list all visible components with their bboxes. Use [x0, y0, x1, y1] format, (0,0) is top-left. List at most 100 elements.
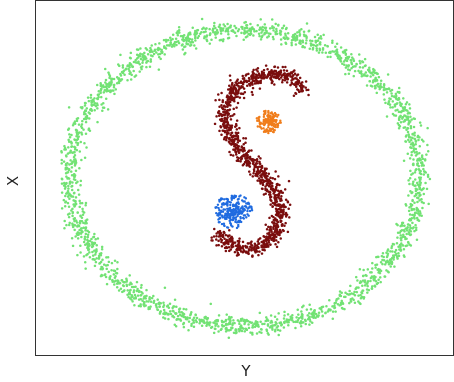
data-point-ring: [157, 68, 161, 71]
data-point-ring: [253, 325, 257, 329]
data-point-ring: [276, 24, 280, 27]
data-point-ring: [297, 317, 301, 320]
data-point-ring: [358, 71, 362, 74]
data-point-ring: [137, 54, 141, 57]
data-point-ring: [184, 317, 188, 321]
data-point-ring: [319, 35, 322, 38]
data-point-ring: [149, 58, 153, 61]
data-point-ring: [184, 51, 187, 55]
data-point-ring: [182, 307, 185, 311]
data-point-ring: [163, 53, 166, 56]
data-point-ring: [395, 102, 398, 106]
data-point-ring: [60, 207, 64, 210]
data-point-ring: [157, 55, 161, 59]
data-point-s-curve: [237, 248, 241, 251]
data-point-ring: [411, 213, 414, 217]
data-point-ring: [284, 32, 287, 35]
data-point-ring: [407, 231, 411, 234]
data-point-ring: [375, 79, 379, 82]
data-point-ring: [249, 331, 252, 334]
data-point-ring: [187, 32, 191, 35]
data-point-ring: [84, 267, 87, 270]
data-point-ring: [72, 217, 76, 221]
data-point-ring: [342, 51, 345, 54]
data-point-ring: [422, 192, 426, 196]
data-point-s-curve: [256, 240, 260, 243]
data-point-ring: [92, 235, 96, 239]
data-point-ring: [129, 297, 132, 300]
data-point-ring: [139, 304, 142, 308]
data-point-ring: [423, 170, 427, 174]
data-point-ring: [143, 51, 146, 55]
data-point-ring: [67, 215, 71, 219]
data-point-s-curve: [222, 122, 226, 125]
data-point-ring: [73, 228, 76, 232]
data-point-ring: [298, 30, 301, 34]
data-point-ring: [309, 42, 313, 45]
data-point-ring: [243, 330, 247, 333]
data-point-ring: [104, 85, 108, 89]
data-point-s-curve: [252, 72, 256, 75]
data-point-ring: [70, 162, 74, 165]
data-point-ring: [83, 104, 87, 107]
data-point-ring: [167, 44, 170, 47]
data-point-ring: [160, 48, 163, 52]
data-point-ring: [140, 67, 143, 71]
data-point-ring: [352, 57, 355, 61]
data-point-ring: [294, 326, 297, 330]
data-point-ring: [212, 24, 216, 28]
data-point-s-curve: [225, 117, 228, 120]
data-point-ring: [67, 223, 71, 227]
data-point-s-curve: [235, 79, 239, 83]
data-point-ring: [331, 317, 335, 320]
data-point-ring: [130, 285, 134, 289]
data-point-s-curve: [241, 246, 245, 250]
data-point-ring: [149, 305, 152, 308]
data-point-s-curve: [283, 224, 286, 228]
data-point-star: [217, 206, 220, 210]
data-point-ring: [233, 24, 236, 28]
data-point-ring: [184, 308, 188, 311]
data-point-ring: [182, 325, 186, 329]
data-point-ring: [394, 109, 397, 112]
data-point-ring: [183, 45, 186, 49]
data-point-ring: [427, 202, 430, 206]
data-point-ring: [357, 300, 360, 303]
data-point-ring: [115, 75, 119, 79]
data-point-s-curve: [252, 248, 256, 251]
data-point-ring: [88, 251, 91, 254]
data-point-ring: [398, 115, 401, 119]
data-point-ring: [175, 43, 178, 47]
data-point-star: [257, 119, 261, 123]
data-point-ring: [71, 151, 74, 154]
data-point-s-curve: [263, 239, 267, 242]
data-point-ring: [169, 41, 172, 44]
data-point-ring: [88, 255, 92, 259]
data-point-star: [266, 120, 269, 123]
data-point-ring: [416, 188, 419, 191]
data-point-ring: [89, 93, 93, 97]
data-point-ring: [387, 87, 391, 91]
data-point-ring: [155, 305, 158, 309]
data-point-s-curve: [255, 159, 259, 163]
data-point-ring: [69, 170, 73, 173]
data-point-ring: [312, 44, 316, 47]
data-point-ring: [377, 267, 380, 271]
data-point-ring: [383, 275, 387, 278]
data-point-star: [229, 221, 232, 225]
data-point-ring: [75, 141, 78, 144]
data-point-ring: [372, 69, 376, 72]
data-point-s-curve: [247, 72, 250, 76]
data-point-ring: [422, 140, 425, 143]
data-point-s-curve: [279, 199, 282, 203]
data-point-star: [217, 214, 220, 217]
data-point-star: [218, 212, 222, 216]
data-point-ring: [99, 254, 103, 257]
data-point-s-curve: [261, 181, 265, 185]
data-point-ring: [389, 250, 392, 253]
data-point-s-curve: [283, 78, 287, 82]
data-point-ring: [358, 281, 362, 285]
data-point-ring: [205, 318, 209, 321]
data-point-star: [217, 221, 221, 224]
data-point-s-curve: [294, 85, 298, 89]
